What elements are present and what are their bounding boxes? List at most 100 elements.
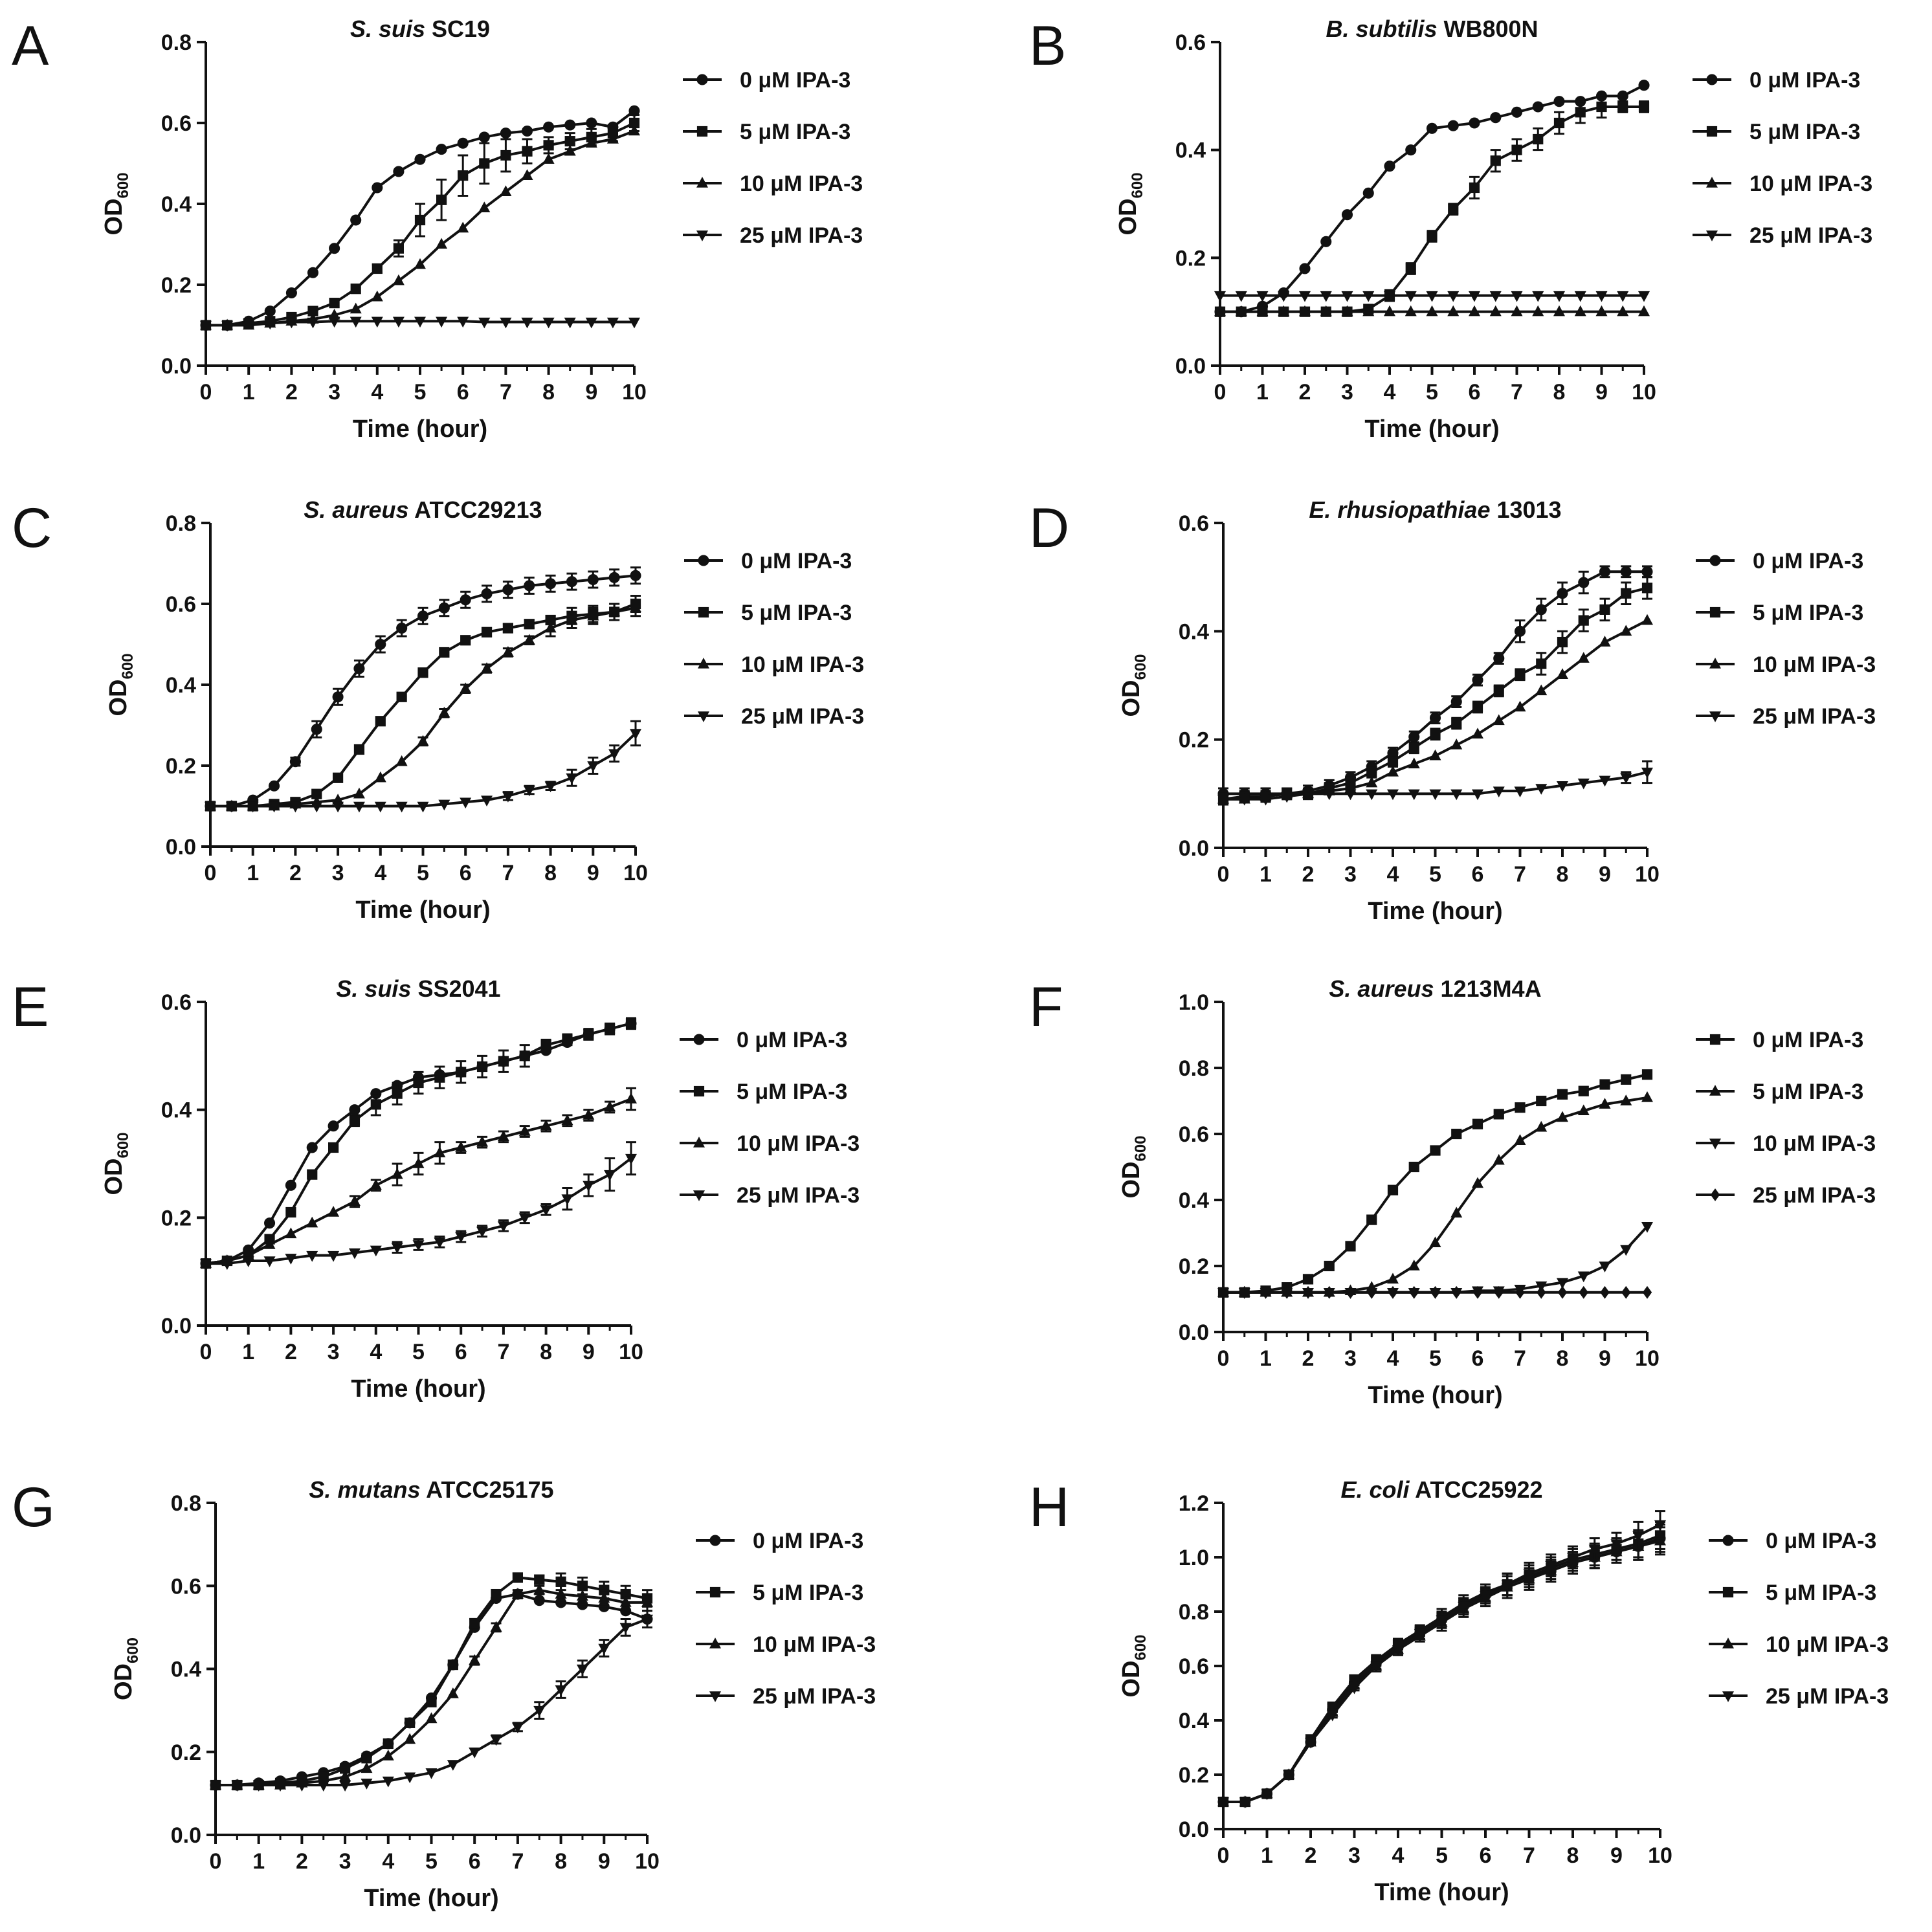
data-point bbox=[1447, 120, 1459, 131]
data-point bbox=[476, 1135, 489, 1147]
data-point bbox=[393, 166, 405, 177]
data-point bbox=[1366, 1214, 1377, 1225]
y-tick-label: 1.0 bbox=[1179, 990, 1209, 1015]
data-point bbox=[1324, 1260, 1335, 1272]
data-point bbox=[414, 214, 426, 226]
x-tick-label: 9 bbox=[1599, 1346, 1611, 1371]
y-tick-label: 0.2 bbox=[166, 754, 196, 779]
data-point bbox=[1362, 291, 1375, 302]
x-tick-label: 9 bbox=[583, 1340, 595, 1364]
legend-marker bbox=[1706, 230, 1718, 241]
data-point bbox=[1429, 789, 1441, 801]
legend-label: 5 μM IPA-3 bbox=[1749, 120, 1860, 144]
data-point bbox=[1620, 566, 1632, 577]
data-point bbox=[1472, 727, 1483, 739]
data-point bbox=[1620, 1245, 1632, 1256]
data-point bbox=[1430, 1285, 1440, 1299]
data-point bbox=[243, 318, 255, 330]
y-tick-label: 0.4 bbox=[161, 192, 192, 217]
legend-marker bbox=[1709, 555, 1721, 566]
data-point bbox=[524, 580, 535, 592]
data-point bbox=[1617, 90, 1628, 102]
data-point bbox=[307, 267, 319, 278]
x-tick-label: 4 bbox=[1392, 1843, 1405, 1868]
series-4 bbox=[1218, 1285, 1652, 1299]
legend-item: 10 μM IPA-3 bbox=[1696, 652, 1876, 677]
legend-label: 10 μM IPA-3 bbox=[740, 172, 863, 196]
data-point bbox=[383, 1738, 394, 1749]
data-point bbox=[1458, 1601, 1470, 1613]
x-tick-label: 1 bbox=[1260, 1346, 1272, 1371]
data-point bbox=[564, 317, 576, 329]
legend-item: 5 μM IPA-3 bbox=[1709, 1581, 1876, 1605]
x-tick-label: 4 bbox=[1387, 1346, 1399, 1371]
data-point bbox=[413, 1077, 424, 1089]
data-point bbox=[619, 1623, 632, 1634]
panel-letter: B bbox=[1029, 15, 1066, 77]
data-point bbox=[628, 124, 640, 136]
data-point bbox=[1426, 305, 1438, 316]
y-tick-label: 0.2 bbox=[161, 273, 192, 298]
data-point bbox=[1302, 1274, 1314, 1285]
legend-label: 0 μM IPA-3 bbox=[1753, 549, 1863, 573]
x-tick-label: 4 bbox=[370, 1340, 382, 1364]
x-tick-label: 2 bbox=[1302, 1346, 1315, 1371]
data-point bbox=[1599, 1098, 1611, 1109]
data-point bbox=[1320, 236, 1332, 247]
data-point bbox=[247, 801, 259, 813]
data-point bbox=[481, 588, 493, 599]
legend: 0 μM IPA-3 5 μM IPA-3 10 μM IPA-3 25 μM IPA… bbox=[1696, 549, 1876, 729]
series-3 bbox=[1214, 305, 1650, 316]
x-tick-label: 1 bbox=[1256, 380, 1269, 405]
data-point bbox=[1610, 1539, 1623, 1550]
y-tick-label: 0.4 bbox=[1175, 139, 1206, 163]
data-point bbox=[469, 1748, 481, 1759]
data-point bbox=[412, 1240, 425, 1251]
data-point bbox=[1617, 305, 1629, 316]
data-point bbox=[478, 131, 490, 143]
data-point bbox=[1654, 1520, 1666, 1531]
data-point bbox=[1408, 757, 1420, 769]
legend-item: 10 μM IPA-3 bbox=[1696, 1131, 1876, 1156]
data-point bbox=[1408, 1260, 1420, 1271]
data-point bbox=[1588, 1544, 1601, 1556]
data-point bbox=[545, 578, 557, 590]
data-point bbox=[371, 316, 383, 328]
x-tick-label: 4 bbox=[374, 861, 386, 885]
y-tick-label: 0.6 bbox=[161, 990, 192, 1015]
x-tick-label: 9 bbox=[585, 380, 597, 405]
data-point bbox=[391, 1243, 403, 1254]
data-point bbox=[608, 572, 620, 583]
data-point bbox=[289, 801, 302, 813]
data-point bbox=[1577, 1271, 1590, 1283]
data-point bbox=[1450, 696, 1462, 707]
panel-letter: H bbox=[1029, 1476, 1069, 1538]
x-tick-label: 8 bbox=[542, 380, 555, 405]
legend-label: 25 μM IPA-3 bbox=[737, 1183, 860, 1208]
data-point bbox=[555, 1588, 567, 1599]
panel-letter: A bbox=[12, 15, 49, 77]
data-point bbox=[1596, 101, 1607, 113]
y-tick-label: 0.4 bbox=[166, 673, 196, 698]
data-point bbox=[1214, 305, 1226, 316]
data-point bbox=[1408, 789, 1420, 801]
data-point bbox=[604, 1100, 616, 1112]
legend-item: 0 μM IPA-3 bbox=[696, 1529, 863, 1553]
data-point bbox=[1532, 101, 1544, 113]
chart-title: B. subtilis WB800N bbox=[1326, 16, 1538, 42]
legend-label: 0 μM IPA-3 bbox=[1749, 68, 1860, 93]
x-tick-label: 9 bbox=[587, 861, 599, 885]
data-point bbox=[1450, 789, 1463, 801]
data-point bbox=[1429, 749, 1441, 761]
y-tick-label: 0.6 bbox=[1175, 30, 1206, 55]
data-point bbox=[382, 1776, 394, 1788]
x-tick-label: 1 bbox=[243, 380, 255, 405]
data-point bbox=[1344, 789, 1357, 801]
data-point bbox=[1366, 776, 1378, 788]
legend-marker bbox=[696, 230, 708, 241]
data-point bbox=[628, 317, 640, 329]
data-point bbox=[518, 1213, 531, 1225]
data-point bbox=[1574, 291, 1586, 302]
data-point bbox=[1429, 712, 1441, 724]
x-tick-label: 1 bbox=[1260, 862, 1272, 887]
